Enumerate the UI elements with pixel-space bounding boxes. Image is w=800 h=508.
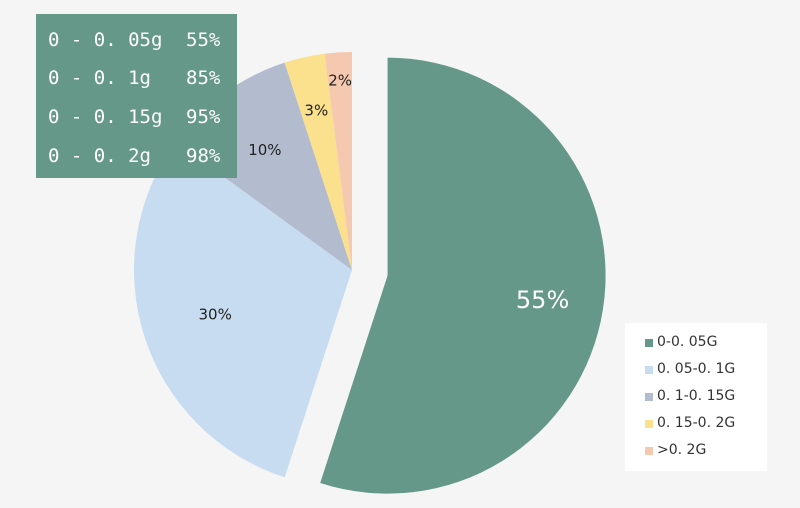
summary-range: 0 - 0. 1g: [48, 67, 151, 89]
legend-label: 0. 1-0. 15G: [657, 388, 736, 404]
legend-label: 0. 15-0. 2G: [657, 415, 736, 431]
pie-slice: [134, 141, 352, 478]
legend-swatch: [645, 447, 653, 455]
cumulative-summary-table: 0 - 0. 05g 55% 0 - 0. 1g 85% 0 - 0. 15g …: [36, 14, 237, 178]
slice-data-label: 3%: [304, 101, 328, 119]
legend-label: 0. 05-0. 1G: [657, 361, 736, 377]
summary-row: 0 - 0. 15g 95%: [48, 106, 233, 136]
summary-range: 0 - 0. 05g: [48, 29, 163, 51]
pie-slice: [324, 52, 352, 270]
legend-swatch: [645, 393, 653, 401]
summary-percent: 95%: [186, 106, 221, 128]
pie-slice: [320, 57, 606, 494]
slice-data-label: 30%: [198, 305, 231, 323]
summary-row: 0 - 0. 2g 98%: [48, 145, 233, 175]
legend-swatch: [645, 366, 653, 374]
pie-slice: [284, 53, 352, 270]
slice-data-label: 2%: [328, 72, 352, 90]
summary-percent: 85%: [186, 67, 221, 89]
legend-swatch: [645, 339, 653, 347]
summary-row: 0 - 0. 05g 55%: [48, 29, 233, 59]
slice-data-label: 10%: [248, 141, 281, 159]
summary-range: 0 - 0. 2g: [48, 145, 151, 167]
slice-data-label: 55%: [516, 286, 569, 314]
summary-percent: 55%: [186, 29, 221, 51]
legend-label: 0-0. 05G: [657, 334, 718, 350]
summary-percent: 98%: [186, 145, 221, 167]
summary-range: 0 - 0. 15g: [48, 106, 163, 128]
legend-label: >0. 2G: [657, 442, 707, 458]
chart-legend: 0-0. 05G 0. 05-0. 1G 0. 1-0. 15G 0. 15-0…: [625, 323, 767, 471]
summary-row: 0 - 0. 1g 85%: [48, 67, 233, 97]
legend-swatch: [645, 420, 653, 428]
